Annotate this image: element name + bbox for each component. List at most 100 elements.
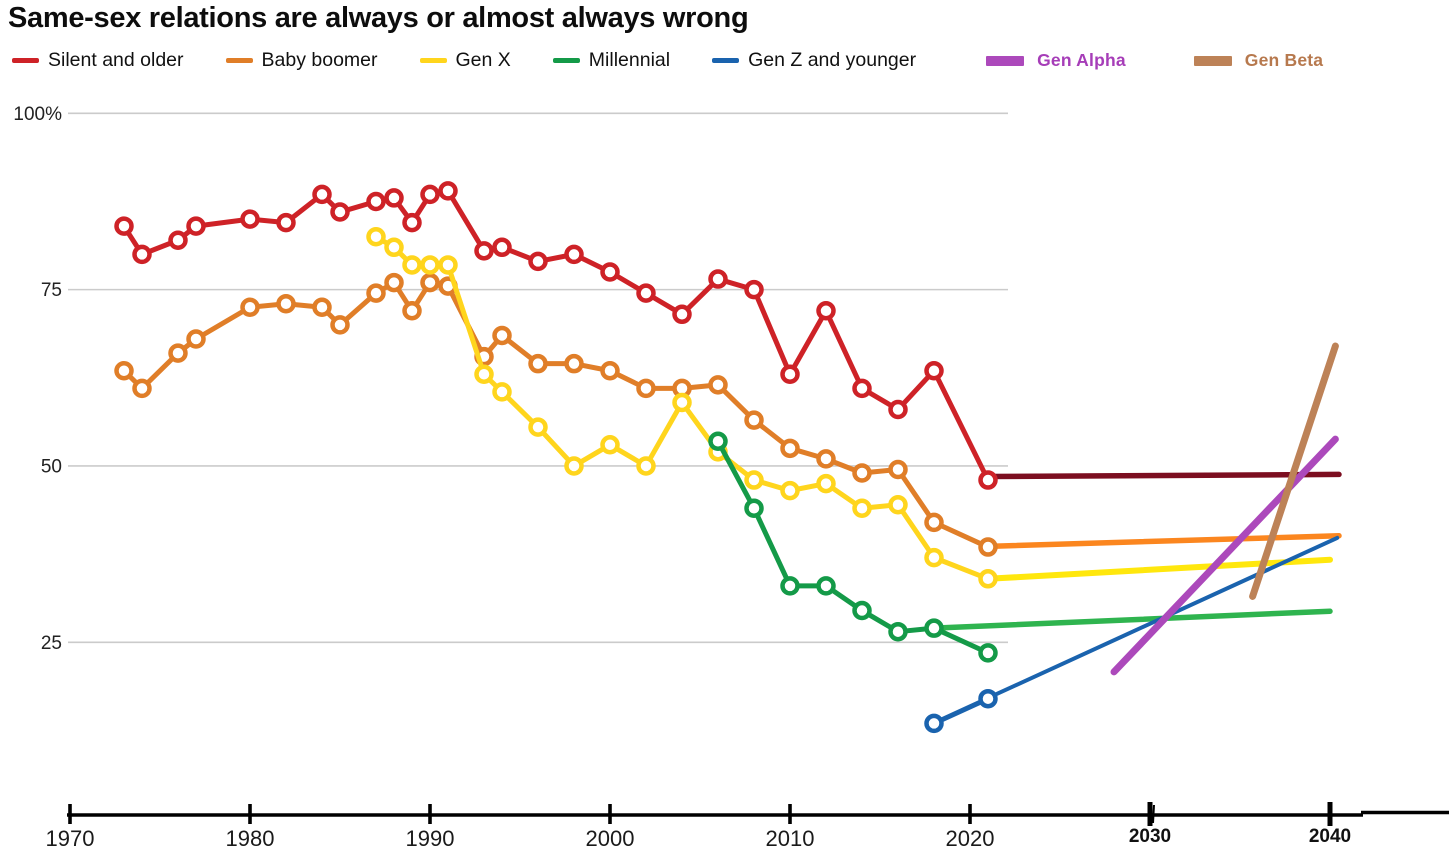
- data-point-gen-x-1988: [384, 237, 404, 258]
- x-axis: 1970 1980 1990 2000 2010 2020 2030 2040: [46, 802, 1449, 851]
- legend: Silent and older Baby boomer Gen X Millenni…: [12, 49, 1363, 72]
- data-point-baby-boomer-2002: [636, 378, 656, 399]
- legend-label-gen-beta: Gen Beta: [1244, 50, 1324, 70]
- data-point-baby-boomer-1987: [366, 283, 386, 303]
- series-gen-x: [366, 226, 998, 589]
- data-point-silent-and-older-1987: [366, 191, 386, 212]
- data-point-gen-x-2021: [978, 569, 998, 589]
- data-point-baby-boomer-1984: [312, 297, 332, 318]
- x-tick-label-2000: 2000: [586, 826, 635, 851]
- legend-label-gen-x: Gen X: [455, 49, 511, 71]
- data-point-gen-x-1987: [366, 226, 386, 247]
- legend-item-gen-x: Gen X: [419, 49, 511, 72]
- x-tick-label-1990: 1990: [406, 826, 455, 851]
- data-point-baby-boomer-1985: [330, 315, 350, 335]
- data-point-silent-and-older-1984: [312, 184, 332, 205]
- data-point-baby-boomer-2016: [888, 459, 908, 480]
- data-point-baby-boomer-1974: [132, 378, 152, 399]
- data-point-gen-x-1996: [528, 417, 548, 437]
- data-point-gen-x-2018: [924, 547, 944, 568]
- data-point-baby-boomer-1973: [114, 360, 134, 381]
- data-point-millennial-2010: [780, 576, 800, 596]
- projection-baby-boomer-projection: [985, 533, 1342, 550]
- legend-swatch-gen-x: [419, 58, 447, 63]
- legend-swatch-silent-and-older: [12, 58, 39, 63]
- data-point-silent-and-older-1991: [438, 181, 458, 201]
- series-millennial: [708, 431, 998, 663]
- legend-item-gen-alpha: Gen Alpha: [986, 50, 1126, 71]
- data-point-gen-x-2012: [816, 473, 836, 494]
- x-tick-annot-double-2030: [1152, 804, 1155, 824]
- data-point-silent-and-older-2014: [852, 378, 872, 399]
- y-tick-label-75: 75: [41, 280, 62, 301]
- data-point-gen-x-2000: [600, 435, 620, 455]
- data-point-gen-x-1991: [438, 255, 458, 275]
- data-point-gen-x-1989: [402, 255, 422, 275]
- legend-item-gen-beta: Gen Beta: [1193, 50, 1324, 71]
- data-point-baby-boomer-1976: [168, 343, 188, 363]
- data-point-baby-boomer-1988: [384, 272, 404, 293]
- series-baby-boomer: [114, 272, 998, 557]
- chart-title: Same-sex relations are always or almost …: [8, 2, 749, 34]
- y-tick-label-50: 50: [41, 456, 62, 477]
- data-point-baby-boomer-2008: [744, 410, 764, 430]
- x-tick-label-2020: 2020: [946, 826, 995, 851]
- data-point-silent-and-older-1990: [420, 184, 440, 205]
- data-point-baby-boomer-2010: [780, 438, 800, 459]
- data-point-gen-x-1993: [474, 364, 494, 385]
- data-point-silent-and-older-1996: [528, 251, 548, 272]
- legend-label-baby-boomer: Baby boomer: [261, 49, 378, 71]
- series-line-gen-z-and-younger: [931, 696, 991, 726]
- data-point-silent-and-older-1982: [276, 212, 296, 233]
- data-point-silent-and-older-1980: [240, 209, 260, 229]
- data-point-baby-boomer-1994: [492, 325, 512, 346]
- data-point-baby-boomer-1982: [276, 293, 296, 314]
- x-tick-label-1970: 1970: [46, 826, 95, 851]
- data-point-baby-boomer-2021: [978, 537, 998, 557]
- series-line-baby-boomer: [121, 280, 991, 550]
- legend-label-millennial: Millennial: [588, 49, 671, 71]
- data-point-baby-boomer-1996: [528, 353, 548, 374]
- data-point-baby-boomer-2018: [924, 512, 944, 533]
- legend-item-millennial: Millennial: [552, 49, 671, 72]
- data-point-gen-z-and-younger-2021: [978, 688, 998, 709]
- legend-item-gen-z-and-younger: Gen Z and younger: [712, 49, 916, 72]
- data-point-gen-x-1994: [492, 382, 512, 402]
- data-point-millennial-2021: [978, 643, 998, 663]
- data-point-gen-x-2014: [852, 498, 872, 519]
- legend-swatch-gen-beta: [1193, 55, 1232, 66]
- legend-item-silent-and-older: Silent and older: [12, 49, 184, 72]
- data-point-millennial-2012: [816, 576, 836, 596]
- data-point-silent-and-older-1989: [402, 212, 422, 233]
- legend-label-gen-alpha: Gen Alpha: [1037, 50, 1126, 70]
- data-point-gen-x-2008: [744, 470, 764, 490]
- data-point-baby-boomer-1989: [402, 301, 422, 321]
- projection-gen-x-projection: [985, 556, 1333, 582]
- data-point-millennial-2018: [924, 618, 944, 638]
- data-point-baby-boomer-1998: [564, 353, 584, 374]
- data-point-silent-and-older-2008: [744, 279, 764, 300]
- x-tick-annot-label-2040: 2040: [1309, 826, 1351, 847]
- legend-swatch-gen-alpha: [986, 55, 1025, 66]
- data-point-silent-and-older-2012: [816, 301, 836, 321]
- data-point-baby-boomer-2012: [816, 449, 836, 469]
- data-point-silent-and-older-1998: [564, 244, 584, 265]
- legend-item-baby-boomer: Baby boomer: [225, 49, 378, 72]
- series-silent-and-older: [114, 181, 998, 490]
- data-point-gen-x-1990: [420, 255, 440, 275]
- series-gen-z-and-younger: [924, 688, 998, 734]
- data-point-silent-and-older-2002: [636, 283, 656, 303]
- data-point-gen-x-1998: [564, 456, 584, 476]
- gridlines: 100% 75 50 25: [13, 104, 1008, 654]
- data-point-baby-boomer-1980: [240, 297, 260, 318]
- y-tick-label-100: 100%: [13, 104, 62, 125]
- x-tick-label-2010: 2010: [766, 826, 815, 851]
- legend-label-gen-z-and-younger: Gen Z and younger: [748, 49, 917, 71]
- legend-swatch-gen-z-and-younger: [712, 58, 740, 63]
- data-point-silent-and-older-1985: [330, 202, 350, 222]
- data-point-millennial-2008: [744, 498, 764, 519]
- data-point-silent-and-older-1973: [114, 216, 134, 236]
- data-point-silent-and-older-2018: [924, 360, 944, 381]
- legend-label-silent-and-older: Silent and older: [48, 49, 184, 71]
